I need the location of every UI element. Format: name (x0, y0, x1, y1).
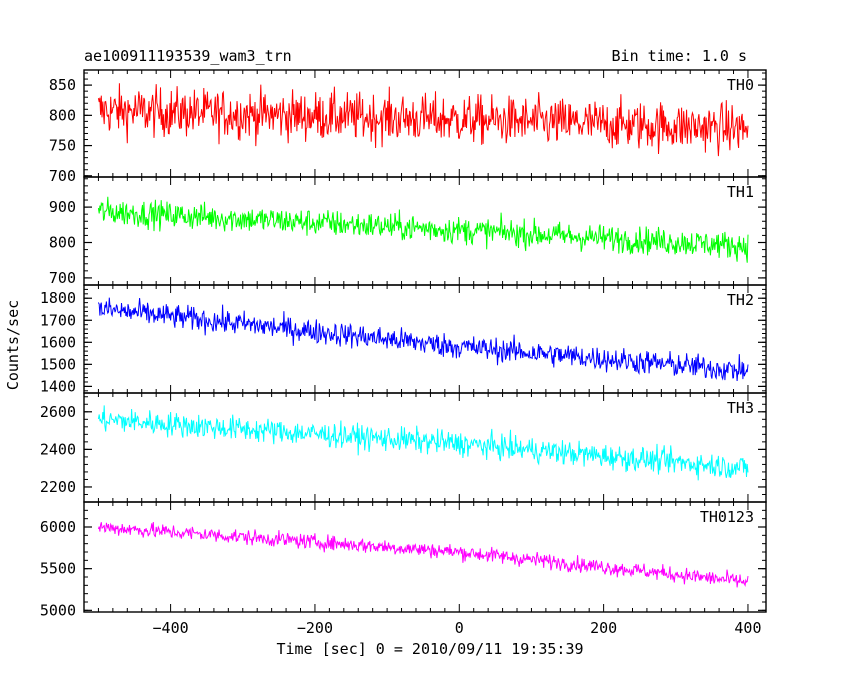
y-tick-label: 700 (49, 269, 76, 287)
series-line-th2 (97, 297, 749, 382)
panel-th2: 1400 1500 1600 1700 1800 TH2 (40, 284, 767, 395)
y-tick-label: 2200 (40, 478, 76, 496)
series-name-th0: TH0 (727, 76, 754, 94)
y-tick-label: 1500 (40, 355, 76, 373)
y-tick-label: 2600 (40, 403, 76, 421)
y-tick-label: 700 (49, 167, 76, 185)
bin-time-label: Bin time: 1.0 s (612, 47, 747, 65)
y-tick-label: 6000 (40, 518, 76, 536)
panel-th0123: 5000 5500 6000 TH0123 −400 −200 0 200 400 (40, 501, 767, 637)
x-tick-label: −400 (153, 619, 189, 637)
y-tick-label: 800 (49, 106, 76, 124)
x-tick-label: −200 (297, 619, 333, 637)
series-name-th1: TH1 (727, 183, 754, 201)
x-tick-label: 200 (590, 619, 617, 637)
series-line-th0123 (97, 521, 749, 588)
panel-th1: 700 800 900 TH1 (49, 176, 767, 287)
y-tick-label: 750 (49, 137, 76, 155)
series-line-th0 (97, 83, 749, 157)
y-tick-label: 1700 (40, 311, 76, 329)
y-tick-label: 850 (49, 76, 76, 94)
y-tick-label: 2400 (40, 440, 76, 458)
y-tick-label: 800 (49, 234, 76, 252)
x-tick-label: 400 (734, 619, 761, 637)
y-tick-label: 1400 (40, 377, 76, 395)
x-axis-label: Time [sec] 0 = 2010/09/11 19:35:39 (276, 640, 583, 658)
series-name-th2: TH2 (727, 291, 754, 309)
y-tick-label: 1800 (40, 289, 76, 307)
panel-frame (83, 501, 767, 613)
x-tick-label: 0 (455, 619, 464, 637)
panel-th0: 700 750 800 850 TH0 (49, 69, 767, 185)
y-axis-label: Counts/sec (4, 300, 22, 390)
panel-frame (83, 284, 767, 394)
y-tick-label: 5500 (40, 560, 76, 578)
panel-th3: 2200 2400 2600 TH3 (40, 392, 767, 503)
series-name-th0123: TH0123 (700, 508, 754, 526)
y-tick-label: 5000 (40, 601, 76, 619)
y-tick-label: 1600 (40, 333, 76, 351)
series-line-th3 (97, 405, 749, 481)
y-tick-label: 900 (49, 198, 76, 216)
series-name-th3: TH3 (727, 399, 754, 417)
figure-title: ae100911193539_wam3_trn (84, 47, 292, 65)
series-line-th1 (97, 196, 749, 263)
